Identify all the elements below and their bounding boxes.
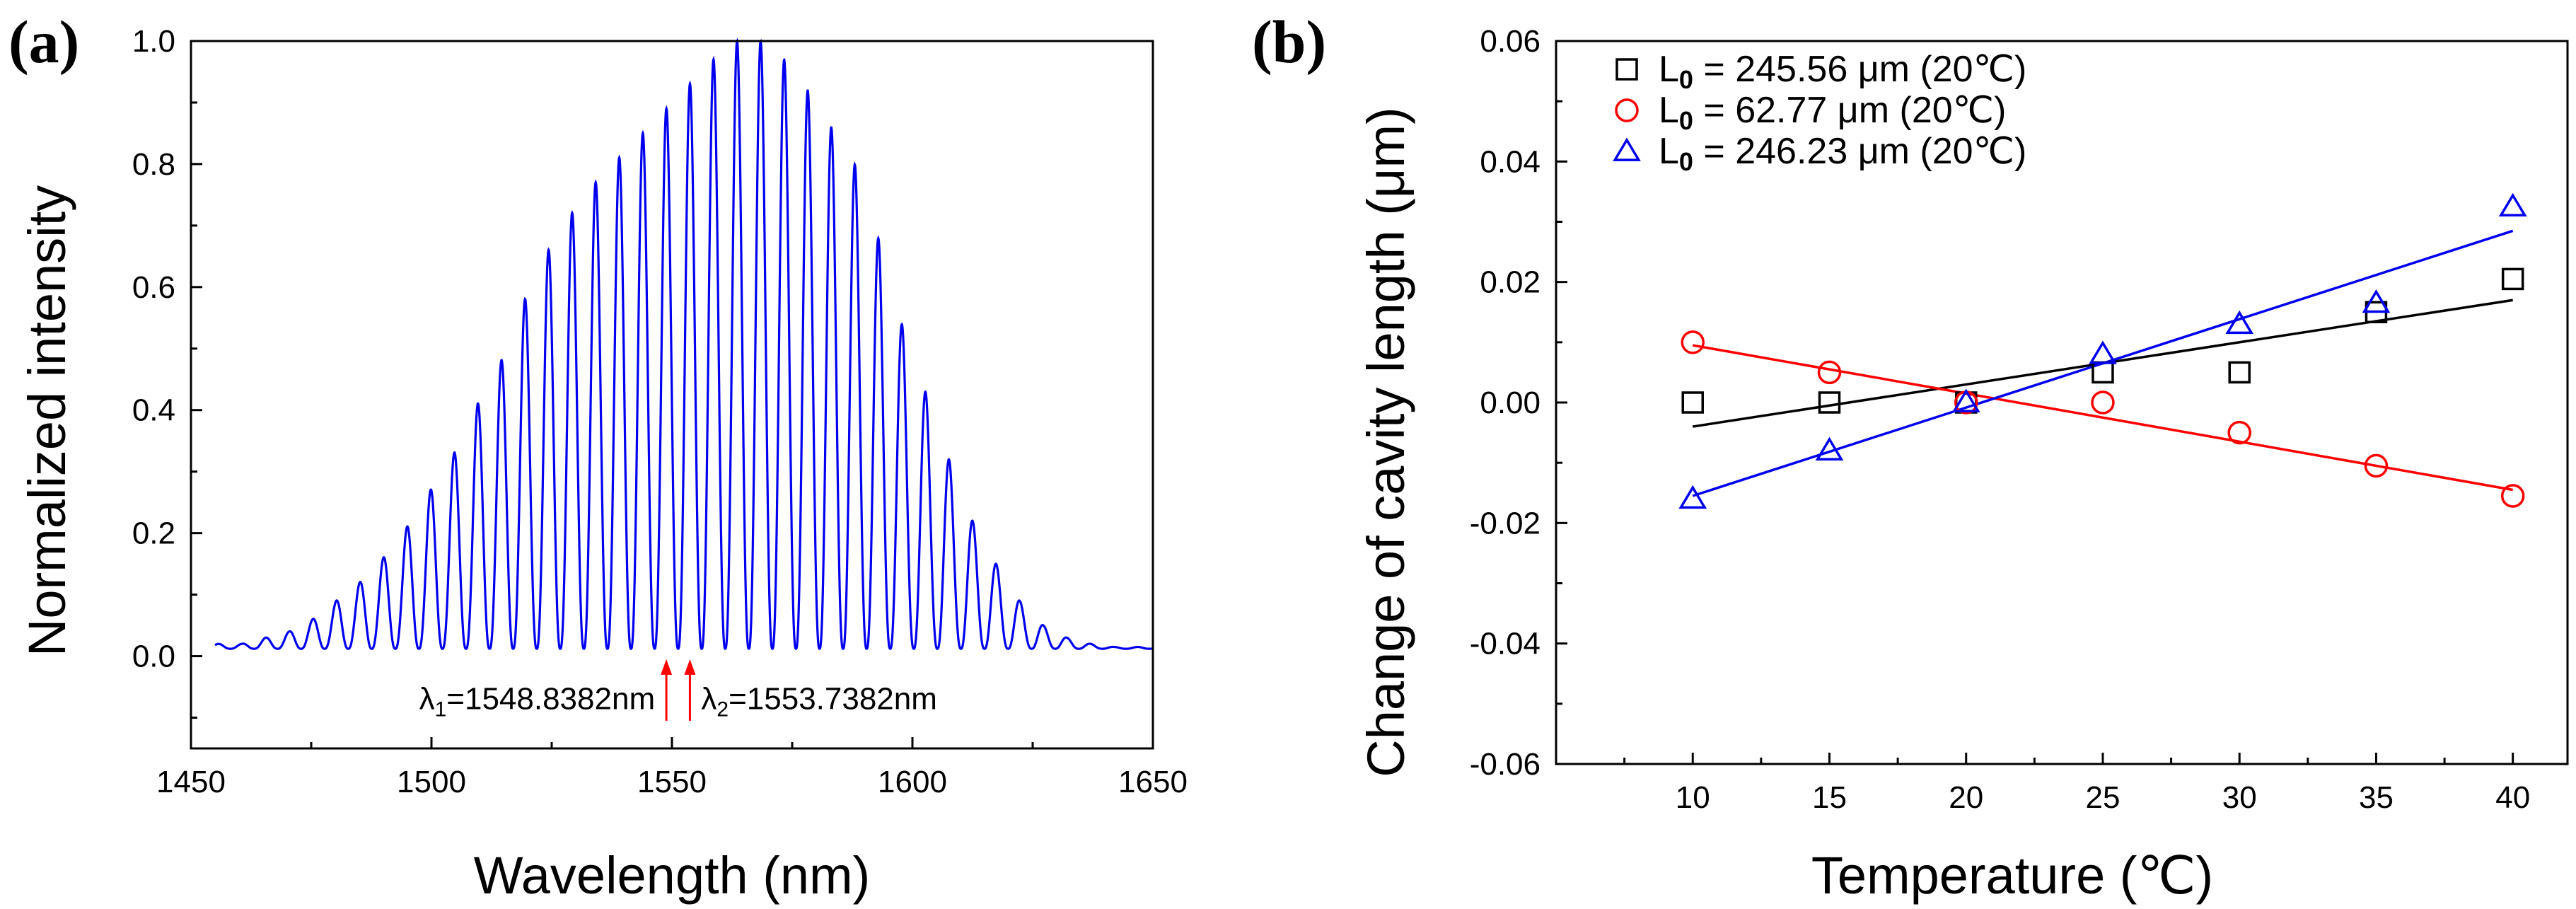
panel-b-point-triangle	[2225, 310, 2254, 335]
panel-b-ytick-label: 0.04	[1480, 144, 1541, 179]
panel-b-point-square	[1818, 391, 1841, 414]
panel-a-xtick-label: 1500	[397, 765, 466, 799]
panel-b-legend-marker-square	[1615, 58, 1638, 81]
panel-b-point-triangle	[2089, 340, 2117, 364]
panel-b-point-circle	[2500, 484, 2525, 508]
panel-b-fit-line-circle	[1692, 344, 2514, 492]
panel-b-xtick-label: 15	[1812, 780, 1847, 815]
panel-b-point-circle	[2227, 420, 2251, 445]
panel-b-point-triangle	[1815, 436, 1844, 461]
panel-b-point-circle	[2091, 390, 2115, 415]
panel-b-point-triangle	[1678, 485, 1707, 509]
panel-b-legend-label: L0 = 246.23 μm (20℃)	[1659, 131, 2026, 176]
panel-b-legend-marker-circle	[1615, 98, 1639, 122]
panel-b-legend-label: L0 = 62.77 μm (20℃)	[1659, 90, 2006, 135]
panel-b-point-square	[1681, 391, 1704, 414]
panel-b-point-square	[2228, 361, 2251, 384]
panel-b-xtick-label: 35	[2359, 780, 2394, 815]
panel-b-x-axis-title: Temperature (℃)	[1811, 846, 2213, 905]
panel-b-point-circle	[1681, 330, 1705, 354]
panel-a-xtick-label: 1650	[1118, 765, 1188, 799]
panel-b-point-circle	[1817, 360, 1842, 385]
panel-a-lambda-arrowhead	[684, 659, 696, 675]
panel-b: (b) Change of cavity length (μm) Tempera…	[1252, 8, 2569, 905]
panel-a-lambda-arrowhead	[661, 659, 673, 675]
panel-a-annotations: λ1=1548.8382nm λ2=1553.7382nm	[419, 659, 937, 721]
panel-b-xtick-label: 40	[2495, 780, 2530, 815]
panel-b-frame	[1555, 40, 2569, 765]
panel-b-xtick-label: 25	[2085, 780, 2120, 815]
panel-a-spectrum-line	[214, 37, 1154, 650]
panel-a-tick-labels: 1450 1500 1550 1600 1650 0.0 0.2 0.4 0.6 0.8 1.0	[132, 24, 1188, 799]
panel-a-y-axis-title: Normalized intensity	[18, 185, 76, 656]
panel-a-ylabel-text: Normalized intensity	[18, 185, 76, 656]
panel-b-legend: L0 = 245.56 μm (20℃)L0 = 62.77 μm (20℃)L…	[1613, 49, 2026, 176]
panel-b-point-triangle	[2498, 192, 2527, 217]
panel-b-point-triangle	[1951, 388, 1980, 412]
panel-b-y-axis-title: Change of cavity length (μm)	[1357, 107, 1415, 777]
panel-b-xtick-label: 30	[2222, 780, 2257, 815]
panel-b-ytick-label: 0.02	[1480, 265, 1541, 300]
panel-b-ytick-label: -0.02	[1470, 506, 1541, 540]
panel-b-ytick-label: 0.06	[1480, 24, 1541, 59]
panel-b-ytick-label: -0.06	[1470, 747, 1541, 782]
panel-a-xtick-label: 1600	[878, 765, 947, 799]
panel-b-point-square	[2501, 267, 2524, 291]
panel-a-ytick-label: 1.0	[132, 24, 175, 59]
panel-b-ytick-label: -0.04	[1470, 627, 1541, 661]
panel-b-plot-area	[1678, 192, 2527, 509]
panel-b-legend-label: L0 = 245.56 μm (20℃)	[1659, 49, 2026, 94]
panel-b-legend-marker-triangle	[1613, 137, 1641, 161]
panel-a-xtick-label: 1550	[637, 765, 707, 799]
panel-b-label: (b)	[1252, 8, 1326, 76]
panel-a-x-axis-title: Wavelength (nm)	[474, 846, 871, 905]
panel-a-ytick-label: 0.6	[132, 270, 175, 305]
panel-a-label: (a)	[8, 8, 79, 76]
panel-a-ytick-label: 0.2	[132, 516, 175, 551]
panel-a-lambda-label: λ1=1548.8382nm	[419, 681, 656, 721]
panel-b-point-circle	[2364, 453, 2389, 478]
panel-b-tick-labels: 10 15 20 25 30 35 40 -0.06 -0.04 -0.02 0.00 0.02 0.0…	[1470, 24, 2530, 815]
panel-b-point-triangle	[2362, 289, 2391, 313]
panel-b-xtick-label: 20	[1949, 780, 1983, 815]
panel-a-lambda-label: λ2=1553.7382nm	[701, 681, 936, 721]
panel-a-ytick-label: 0.8	[132, 147, 175, 182]
panel-a-ytick-label: 0.4	[132, 393, 175, 428]
panel-a: (a) Normalized intensity Wavelength (nm)…	[8, 8, 1188, 905]
panel-a-plot-area	[214, 37, 1154, 650]
panel-b-ylabel-text: Change of cavity length (μm)	[1357, 107, 1415, 777]
panel-a-frame	[190, 40, 1154, 750]
panel-b-ytick-label: 0.00	[1480, 386, 1541, 420]
panel-b-xtick-label: 10	[1676, 780, 1710, 815]
panel-a-xtick-label: 1450	[156, 765, 226, 799]
panel-a-ytick-label: 0.0	[132, 639, 175, 674]
